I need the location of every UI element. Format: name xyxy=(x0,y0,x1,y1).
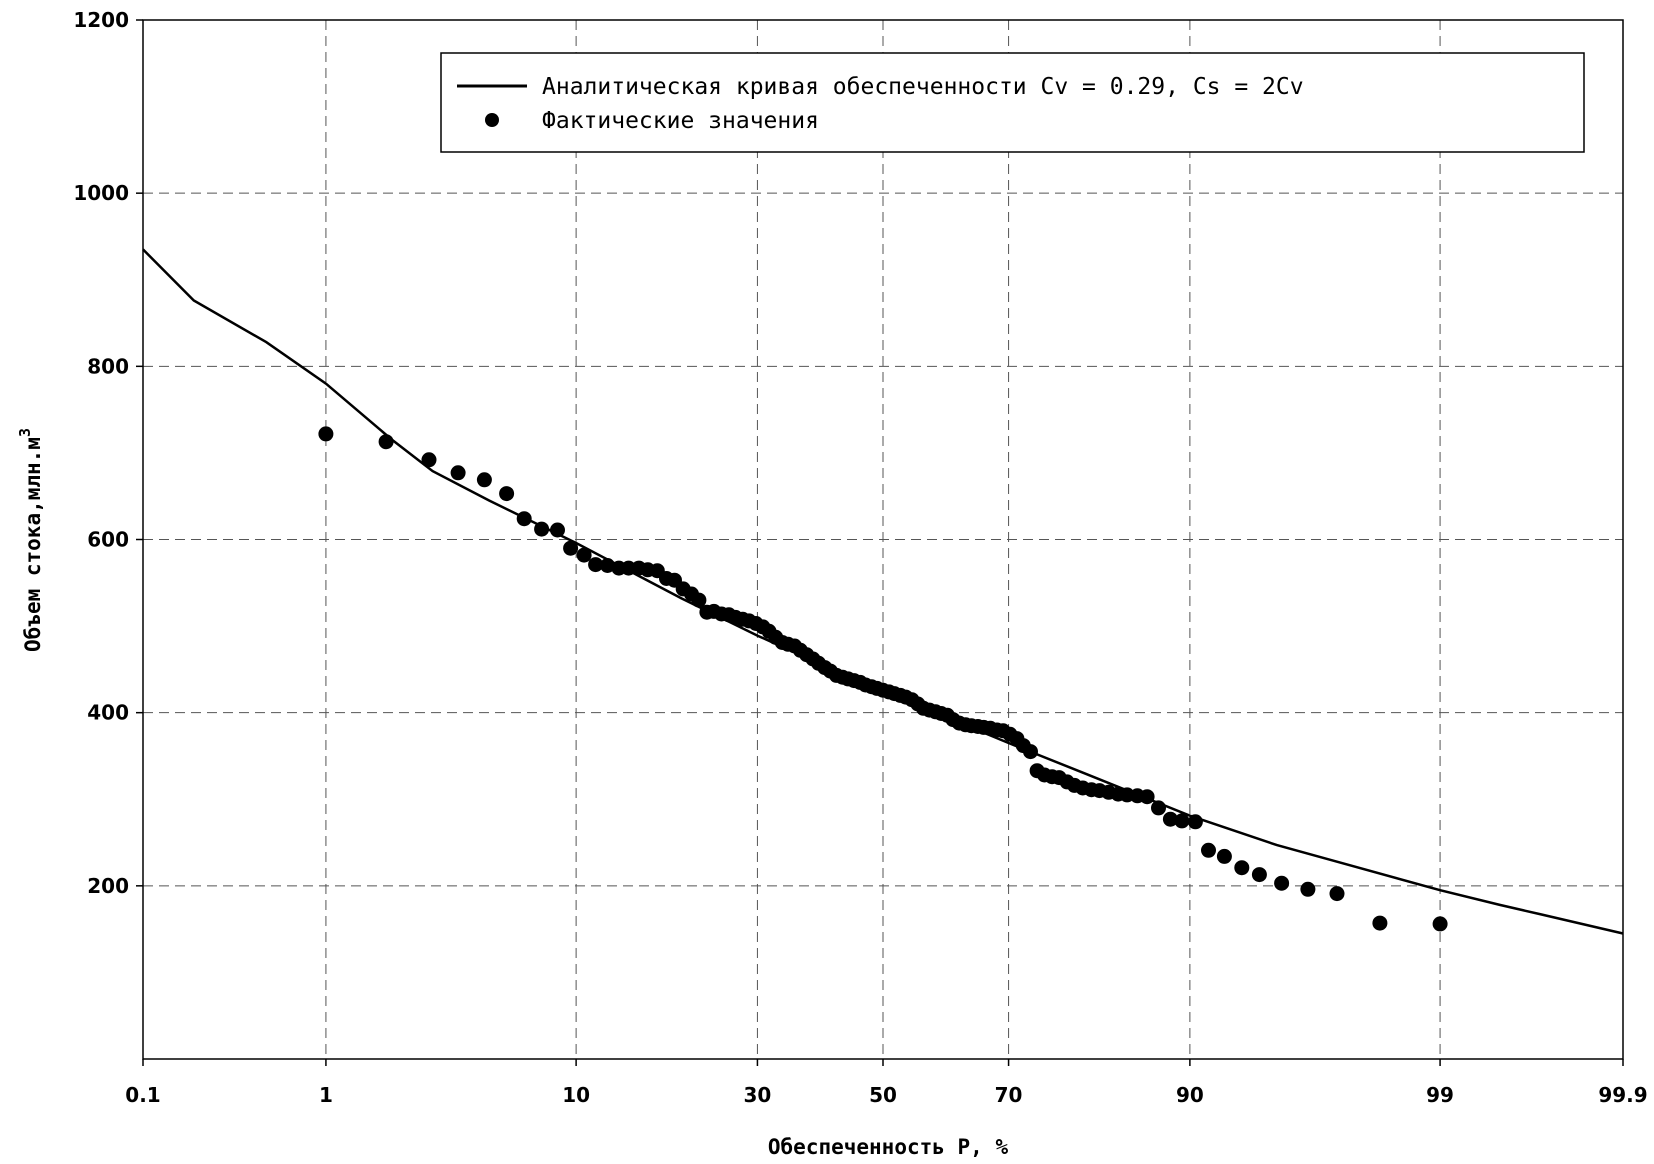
data-point xyxy=(1372,915,1388,931)
data-point xyxy=(450,465,466,481)
data-point xyxy=(476,472,492,488)
y-axis-title: Объем стока,млн.м3 xyxy=(16,428,45,652)
y-tick-label: 800 xyxy=(87,354,129,378)
x-tick-label: 1 xyxy=(319,1083,333,1107)
y-tick-label: 1200 xyxy=(73,8,129,32)
legend-label-curve: Аналитическая кривая обеспеченности Cv =… xyxy=(542,74,1304,100)
x-tick-label: 70 xyxy=(995,1083,1023,1107)
data-point xyxy=(1216,848,1232,864)
data-point xyxy=(534,521,550,537)
data-point xyxy=(588,557,604,573)
y-tick-label: 600 xyxy=(87,528,129,552)
data-point xyxy=(576,547,592,563)
data-point xyxy=(1300,881,1316,897)
data-point xyxy=(1174,813,1190,829)
x-axis-title: Обеспеченность P, % xyxy=(768,1135,1009,1159)
data-point xyxy=(421,452,437,468)
analytic-curve-line xyxy=(142,248,1624,935)
data-point xyxy=(378,434,394,450)
data-point xyxy=(318,426,334,442)
data-point xyxy=(1139,789,1155,805)
data-point xyxy=(550,522,565,538)
data-point xyxy=(621,560,637,576)
y-axis-title-text: Объем стока,млн.м xyxy=(21,437,45,652)
data-point xyxy=(1274,875,1290,891)
legend-label-points: Фактические значения xyxy=(542,108,819,134)
ticks xyxy=(136,19,1624,1066)
data-point xyxy=(499,486,515,502)
data-point xyxy=(1201,842,1216,858)
data-point xyxy=(516,511,532,527)
x-tick-label: 99.9 xyxy=(1598,1083,1647,1107)
x-tick-label: 30 xyxy=(744,1083,772,1107)
x-tick-label: 90 xyxy=(1176,1083,1204,1107)
data-point xyxy=(1329,886,1345,902)
data-point xyxy=(563,540,579,556)
data-point xyxy=(600,558,615,573)
tick-labels: 0.1 1 10 30 50 70 90 99 99.9 200 400 600 800 1000 1200 xyxy=(73,8,1647,1107)
y-axis-title-superscript: 3 xyxy=(16,428,34,437)
data-point xyxy=(1251,867,1267,883)
legend: Аналитическая кривая обеспеченности Cv =… xyxy=(440,52,1585,153)
data-point xyxy=(1023,744,1038,760)
data-point xyxy=(1234,860,1250,876)
y-tick-label: 200 xyxy=(87,874,129,898)
x-tick-label: 50 xyxy=(869,1083,897,1107)
data-point xyxy=(1187,814,1203,830)
y-tick-label: 1000 xyxy=(73,181,129,205)
svg-text:Объем стока,млн.м3: Объем стока,млн.м3 xyxy=(16,428,45,652)
x-tick-label: 0.1 xyxy=(125,1083,160,1107)
data-point xyxy=(691,592,707,608)
data-point xyxy=(1432,916,1448,932)
data-point xyxy=(1151,800,1166,816)
y-tick-label: 400 xyxy=(87,701,129,725)
x-tick-label: 10 xyxy=(562,1083,590,1107)
grid xyxy=(143,20,1623,1059)
actual-values-points xyxy=(318,426,1448,932)
x-tick-label: 99 xyxy=(1426,1083,1454,1107)
legend-marker-swatch xyxy=(485,113,499,127)
legend-box xyxy=(440,52,1585,153)
data-point xyxy=(1162,811,1178,827)
